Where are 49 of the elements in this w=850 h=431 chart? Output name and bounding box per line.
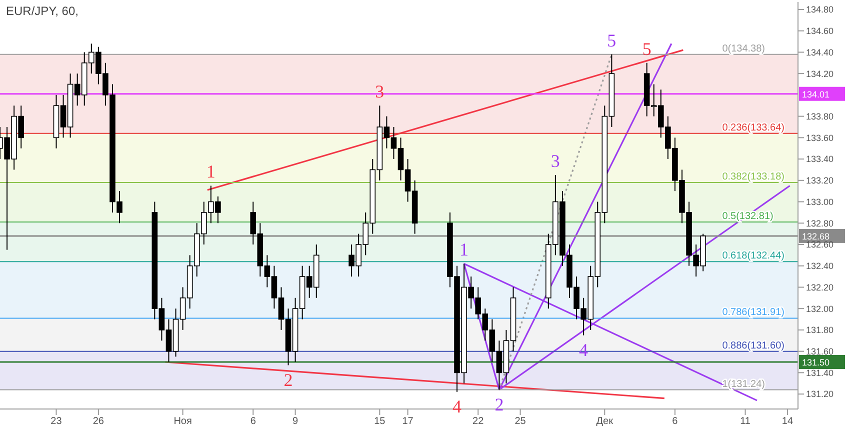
annotation: 2: [284, 370, 293, 390]
ref-line-label: 134.01: [802, 89, 830, 100]
x-tick-label: 15: [374, 416, 386, 428]
x-tick-label: 23: [50, 416, 62, 428]
x-tick-label: 9: [292, 416, 299, 428]
ref-line-label: 0.236(133.64): [722, 122, 784, 134]
x-tick-label: 25: [514, 416, 526, 428]
y-tick-label: 134.80: [806, 4, 834, 15]
y-tick-label: 132.40: [806, 261, 834, 272]
annotation: 2: [494, 394, 504, 415]
x-tick-label: Ноя: [174, 416, 192, 428]
y-tick-label: 134.60: [806, 26, 834, 36]
x-tick-label: 6: [250, 416, 256, 428]
ref-line-label: 132.68: [802, 231, 830, 242]
annotation: 4: [452, 396, 462, 417]
x-tick-label: 11: [740, 416, 751, 428]
annotation: 1: [206, 162, 216, 182]
y-tick-label: 132.80: [806, 218, 834, 228]
ref-line-label: 0.382(133.18): [722, 172, 784, 183]
y-tick-label: 131.60: [806, 346, 834, 357]
annotation: 1: [460, 240, 469, 260]
x-tick-label: 6: [672, 416, 678, 428]
annotation: 5: [642, 38, 652, 59]
ref-line-label: 0(134.38): [722, 43, 766, 54]
x-tick-label: 26: [92, 416, 104, 428]
chart-title: EUR/JPY, 60,: [6, 4, 78, 18]
y-tick-label: 132.00: [806, 304, 834, 314]
x-tick-label: 22: [472, 416, 484, 428]
y-tick-label: 131.20: [806, 389, 834, 400]
y-tick-label: 133.80: [806, 111, 834, 122]
ref-line-label: 1(131.24): [722, 378, 766, 390]
y-tick-label: 133.20: [806, 176, 834, 186]
x-tick-label: 17: [402, 416, 414, 428]
ref-line-label: 0.886(131.60): [722, 340, 784, 352]
annotation: 5: [607, 30, 616, 50]
y-tick-label: 134.20: [806, 68, 834, 79]
y-tick-label: 133.00: [806, 196, 834, 207]
y-tick-label: 132.20: [806, 282, 834, 292]
y-tick-label: 131.40: [806, 368, 834, 378]
ref-line-label: 0.618(132.44): [722, 250, 784, 262]
x-tick-label: 14: [782, 416, 794, 428]
annotation: 3: [550, 151, 560, 172]
y-tick-label: 133.60: [806, 132, 834, 143]
y-tick-label: 133.40: [806, 154, 834, 164]
ref-line-label: 131.50: [802, 357, 830, 368]
y-tick-label: 131.80: [806, 325, 834, 336]
x-tick-label: Дек: [596, 416, 614, 428]
y-tick-label: 134.40: [806, 47, 834, 58]
ref-line-label: 0.786(131.91): [722, 307, 784, 318]
